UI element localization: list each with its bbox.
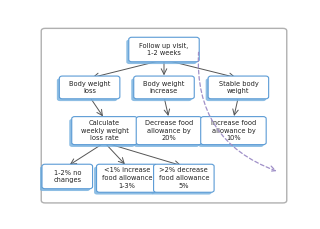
FancyBboxPatch shape xyxy=(41,28,287,203)
FancyBboxPatch shape xyxy=(201,117,266,145)
FancyBboxPatch shape xyxy=(208,76,269,99)
FancyBboxPatch shape xyxy=(59,76,120,99)
FancyBboxPatch shape xyxy=(126,40,197,64)
FancyBboxPatch shape xyxy=(72,117,137,145)
Text: Calculate
weekly weight
loss rate: Calculate weekly weight loss rate xyxy=(81,120,128,141)
Text: Increase food
allowance by
10%: Increase food allowance by 10% xyxy=(211,120,256,141)
Text: Decrease food
allowance by
20%: Decrease food allowance by 20% xyxy=(145,120,193,141)
FancyBboxPatch shape xyxy=(151,166,212,195)
FancyBboxPatch shape xyxy=(57,78,117,101)
Text: Body weight
loss: Body weight loss xyxy=(69,81,110,94)
Text: Body weight
increase: Body weight increase xyxy=(143,81,185,94)
FancyBboxPatch shape xyxy=(39,166,90,191)
FancyBboxPatch shape xyxy=(136,117,202,145)
Text: 1-2% no
changes: 1-2% no changes xyxy=(53,170,81,183)
FancyBboxPatch shape xyxy=(206,78,266,101)
FancyBboxPatch shape xyxy=(129,37,199,62)
Text: Stable body
weight: Stable body weight xyxy=(219,81,258,94)
FancyBboxPatch shape xyxy=(131,78,192,101)
FancyBboxPatch shape xyxy=(97,164,157,192)
Text: <1% increase
food allowance
1-3%: <1% increase food allowance 1-3% xyxy=(101,167,152,189)
FancyBboxPatch shape xyxy=(94,166,155,195)
FancyBboxPatch shape xyxy=(69,119,135,147)
FancyBboxPatch shape xyxy=(42,164,92,189)
Text: >2% decrease
food allowance
5%: >2% decrease food allowance 5% xyxy=(159,167,209,189)
FancyBboxPatch shape xyxy=(134,76,194,99)
FancyBboxPatch shape xyxy=(154,164,214,192)
Text: Follow up visit,
1-2 weeks: Follow up visit, 1-2 weeks xyxy=(140,43,188,56)
FancyBboxPatch shape xyxy=(134,119,199,147)
FancyBboxPatch shape xyxy=(198,119,264,147)
